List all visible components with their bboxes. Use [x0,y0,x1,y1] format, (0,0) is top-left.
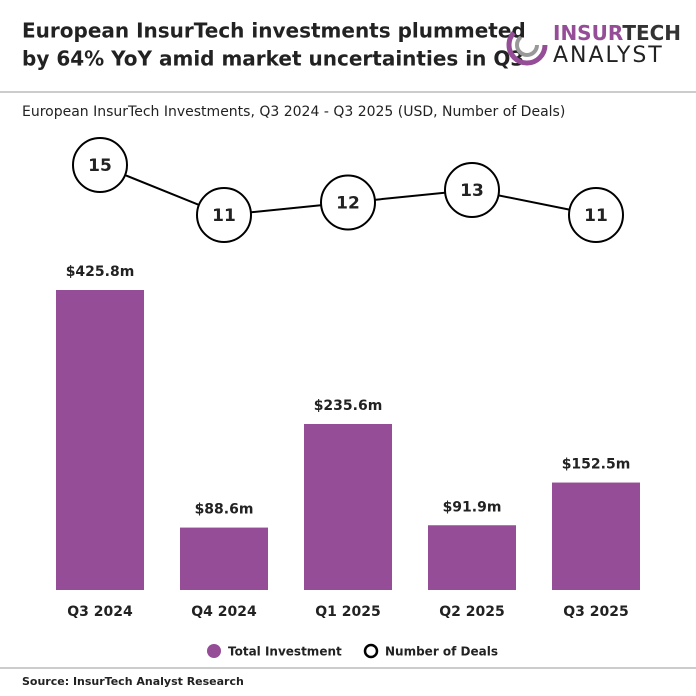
value-label: 15 [88,156,112,176]
value-label: $152.5m [562,457,631,473]
logo-text: INSUR [553,21,623,45]
value-label: $425.8m [66,264,135,280]
deal-marker [72,137,128,193]
source: Source: InsurTech Analyst Research [22,675,244,688]
x-tick-label: Q3 2024 [67,604,133,620]
x-tick-label: Q2 2025 [439,604,504,620]
bar [552,482,640,590]
value-label: $235.6m [314,398,383,414]
x-tick-label: Q3 2025 [563,604,628,620]
value-label: $88.6m [195,502,254,518]
legend-label: Number of Deals [385,645,498,659]
legend-marker [363,643,379,659]
x-tick-label: Q1 2025 [315,604,380,620]
deal-marker [444,162,500,218]
value-label: 12 [336,194,360,214]
legend-marker [207,644,221,658]
value-label: 13 [460,181,484,201]
bar [428,525,516,590]
legend-label: Total Investment [228,645,342,659]
subtitle: European InsurTech Investments, Q3 2024 … [22,104,565,120]
value-label: 11 [212,206,236,226]
bar [180,527,268,590]
title-line: European InsurTech investments plummeted [22,19,526,43]
logo-text: TECH [622,21,681,45]
x-tick-label: Q4 2024 [191,604,257,620]
logo-text: ANALYST [553,43,664,68]
deal-marker [196,187,252,243]
deal-marker [320,174,376,231]
value-label: $91.9m [443,499,502,515]
logo: INSURTECH ANALYST [506,21,681,68]
logo-icon [506,24,548,66]
logo-icon [515,33,539,57]
bar [304,424,392,590]
deal-marker [568,187,624,243]
bar [56,290,144,590]
title-line: by 64% YoY amid market uncertainties in … [22,47,524,71]
logo-text: INSURTECH [553,21,681,45]
value-label: 11 [584,206,608,226]
